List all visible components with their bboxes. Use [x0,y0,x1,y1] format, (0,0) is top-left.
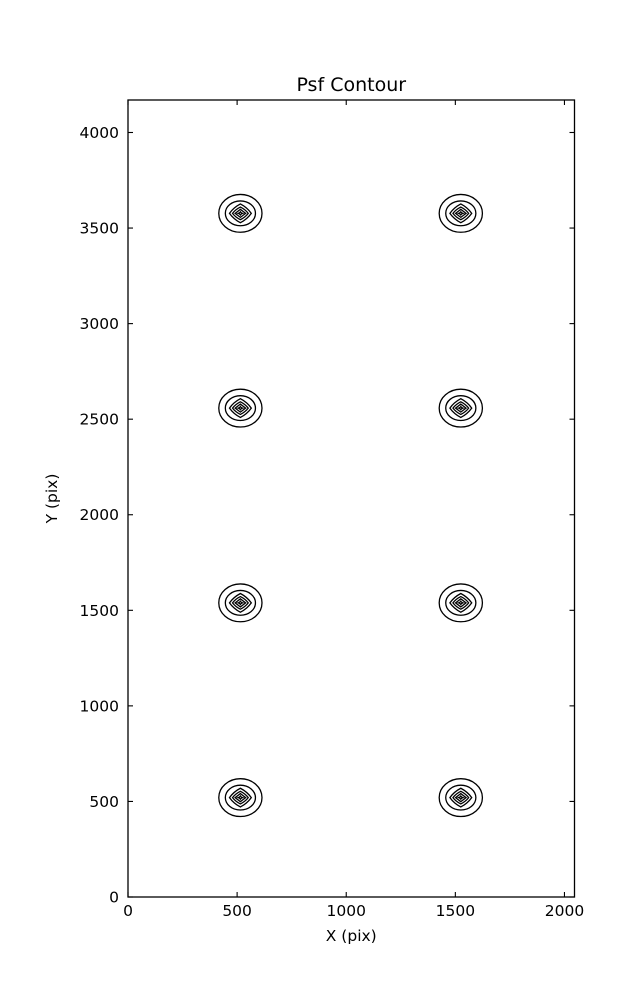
psf-contour-cluster [218,193,263,233]
contour-ring [218,778,263,818]
contour-ring [234,598,247,608]
plot-border [127,99,576,898]
contour-ring [224,784,257,811]
contour-ring [231,401,250,416]
contour-ring [228,787,253,808]
x-axis-label: X (pix) [326,927,377,945]
contour-ring [449,397,473,419]
y-axis-label: Y (pix) [43,474,61,525]
contour-ring [456,405,466,411]
psf-contour-cluster [218,778,263,818]
psf-contour-cluster [438,583,484,623]
contour-ring [236,405,245,411]
contour-ring [454,792,468,803]
contour-ring [236,794,245,801]
contour-ring [456,600,466,606]
contour-ring [454,598,468,608]
contour-ring [454,403,468,413]
contour-ring [236,600,245,606]
contour-ring [224,200,257,227]
x-tick-label: 2000 [545,902,584,920]
contour-ring [234,792,247,803]
contour-ring [218,583,263,623]
x-tick-label: 1500 [436,902,475,920]
contour-ring [218,388,263,428]
y-tick-label: 2500 [80,411,119,429]
contour-ring [452,595,470,610]
psf-contour-cluster [218,388,263,428]
x-tick-label: 0 [123,902,133,920]
contour-ring [231,790,250,805]
contour-ring [438,388,484,428]
contour-ring [456,794,466,801]
y-tick-label: 500 [89,793,119,811]
contour-ring [234,208,247,219]
contour-ring [452,206,470,221]
psf-contour-cluster [438,778,484,818]
y-tick-label: 3000 [80,315,119,333]
contour-ring [438,778,484,818]
contour-ring [218,193,263,233]
y-tick-label: 2000 [80,506,119,524]
contour-ring [452,401,470,416]
y-tick-label: 1500 [80,602,119,620]
contour-ring [449,203,473,224]
y-tick-label: 0 [109,889,119,907]
psf-contour-cluster [218,583,263,623]
contour-ring [231,595,250,610]
contour-ring [445,589,477,616]
contour-ring [234,403,247,413]
contour-ring [228,592,253,613]
contour-ring [228,397,253,419]
contour-ring [224,589,257,616]
y-tick-label: 3500 [80,220,119,238]
contour-ring [236,210,245,217]
contour-ring [445,784,477,811]
contour-ring [228,203,253,224]
contour-ring [445,395,477,422]
psf-contour-cluster [438,193,484,233]
contour-ring [445,200,477,227]
contour-ring [224,395,257,422]
y-tick-label: 4000 [80,124,119,142]
contour-ring [438,583,484,623]
psf-contour-cluster [438,388,484,428]
contour-ring [438,193,484,233]
contour-ring [231,206,250,221]
contour-ring [449,592,473,613]
plot-title: Psf Contour [296,74,406,96]
contour-ring [452,790,470,805]
contour-ring [456,210,466,217]
contour-ring [454,208,468,219]
contour-ring [449,787,473,808]
x-tick-label: 500 [222,902,252,920]
x-tick-label: 1000 [327,902,366,920]
y-tick-label: 1000 [80,697,119,715]
